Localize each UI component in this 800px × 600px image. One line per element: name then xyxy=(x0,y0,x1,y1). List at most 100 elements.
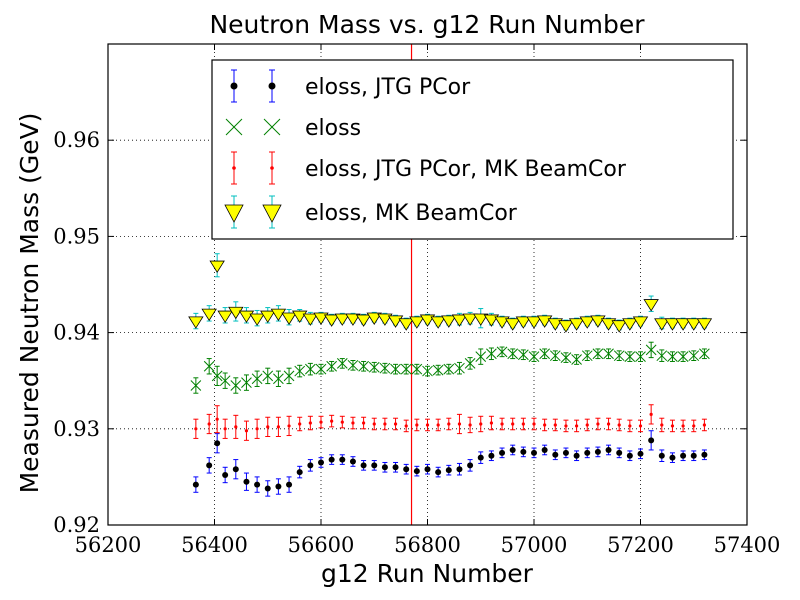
data-point xyxy=(473,313,489,326)
data-point xyxy=(638,424,643,428)
triangle-marker xyxy=(302,313,319,326)
triangle-marker xyxy=(568,318,585,331)
data-point xyxy=(217,310,233,324)
data-point xyxy=(539,348,551,360)
data-point xyxy=(366,312,382,325)
x-marker-stroke xyxy=(560,352,572,363)
circle-marker xyxy=(392,464,399,471)
data-point xyxy=(419,314,436,327)
data-point xyxy=(409,316,425,329)
data-point xyxy=(334,313,351,326)
data-point xyxy=(234,425,238,429)
data-point xyxy=(613,350,625,362)
circle-marker xyxy=(318,459,324,466)
data-point xyxy=(486,348,497,360)
data-point xyxy=(273,373,284,385)
data-point xyxy=(456,466,463,473)
point-marker xyxy=(287,424,291,428)
data-point xyxy=(560,352,572,363)
data-point xyxy=(411,363,423,375)
point-marker xyxy=(500,422,504,426)
point-marker xyxy=(575,424,579,428)
circle-marker xyxy=(206,462,213,469)
x-marker-stroke xyxy=(645,344,657,356)
data-point xyxy=(699,348,710,360)
circle-marker xyxy=(349,458,356,465)
data-point xyxy=(328,456,335,463)
data-point xyxy=(230,380,242,391)
circle-marker xyxy=(254,481,261,488)
data-point xyxy=(377,313,393,326)
data-point xyxy=(223,427,227,431)
x-marker-stroke xyxy=(507,348,519,360)
point-marker xyxy=(372,422,376,426)
data-point xyxy=(462,313,478,326)
data-point xyxy=(262,370,274,382)
data-point xyxy=(611,320,627,333)
x-marker-stroke xyxy=(347,359,359,371)
data-point xyxy=(504,318,521,331)
data-point xyxy=(571,354,582,365)
legend-x-marker xyxy=(225,118,243,136)
data-point xyxy=(379,362,391,374)
triangle-marker xyxy=(643,299,659,312)
x-marker-stroke xyxy=(336,358,348,369)
data-point xyxy=(579,316,595,329)
data-point xyxy=(658,452,665,459)
data-point xyxy=(532,422,536,426)
data-point xyxy=(454,362,465,374)
x-marker-stroke xyxy=(273,373,284,385)
x-marker-stroke xyxy=(454,362,465,374)
data-point xyxy=(499,449,506,456)
data-point xyxy=(479,422,483,426)
data-point xyxy=(635,351,646,363)
circle-marker xyxy=(594,448,601,455)
y-tick-label: 0.92 xyxy=(53,513,100,537)
triangle-marker xyxy=(494,316,510,329)
data-point xyxy=(390,363,401,375)
data-point xyxy=(654,318,670,331)
triangle-marker xyxy=(451,314,468,327)
data-point xyxy=(680,452,687,459)
x-marker-stroke xyxy=(390,363,401,375)
data-point xyxy=(281,312,297,325)
triangle-marker xyxy=(526,316,542,329)
data-point xyxy=(362,421,366,425)
point-marker xyxy=(660,423,664,427)
data-point xyxy=(298,422,302,426)
x-marker-stroke xyxy=(432,364,444,376)
point-marker xyxy=(468,423,472,427)
data-point xyxy=(432,364,444,376)
data-point xyxy=(424,466,431,473)
triangle-marker xyxy=(217,310,233,324)
data-point xyxy=(326,360,338,372)
x-marker-stroke xyxy=(379,362,391,374)
data-point xyxy=(266,425,270,429)
data-point xyxy=(517,349,529,361)
circle-marker xyxy=(413,468,420,475)
data-point xyxy=(500,422,504,426)
x-marker-stroke xyxy=(358,360,369,372)
circle-marker xyxy=(658,452,665,459)
data-point xyxy=(575,424,579,428)
data-point xyxy=(688,350,700,362)
data-point xyxy=(315,363,327,375)
circle-marker xyxy=(403,466,410,473)
circle-marker xyxy=(192,481,199,488)
data-point xyxy=(594,448,601,455)
circle-marker xyxy=(456,466,463,473)
point-marker xyxy=(383,422,387,426)
data-point xyxy=(686,318,702,331)
data-point xyxy=(509,446,516,453)
data-point xyxy=(287,424,291,428)
data-point xyxy=(596,422,600,426)
data-point xyxy=(457,422,462,426)
circle-marker xyxy=(648,437,655,444)
data-point xyxy=(264,485,271,492)
circle-marker xyxy=(214,440,221,447)
x-axis-label: g12 Run Number xyxy=(321,559,534,588)
legend-circle-marker xyxy=(230,82,238,90)
data-point xyxy=(251,373,263,385)
data-point xyxy=(203,360,215,372)
point-marker xyxy=(628,424,632,428)
